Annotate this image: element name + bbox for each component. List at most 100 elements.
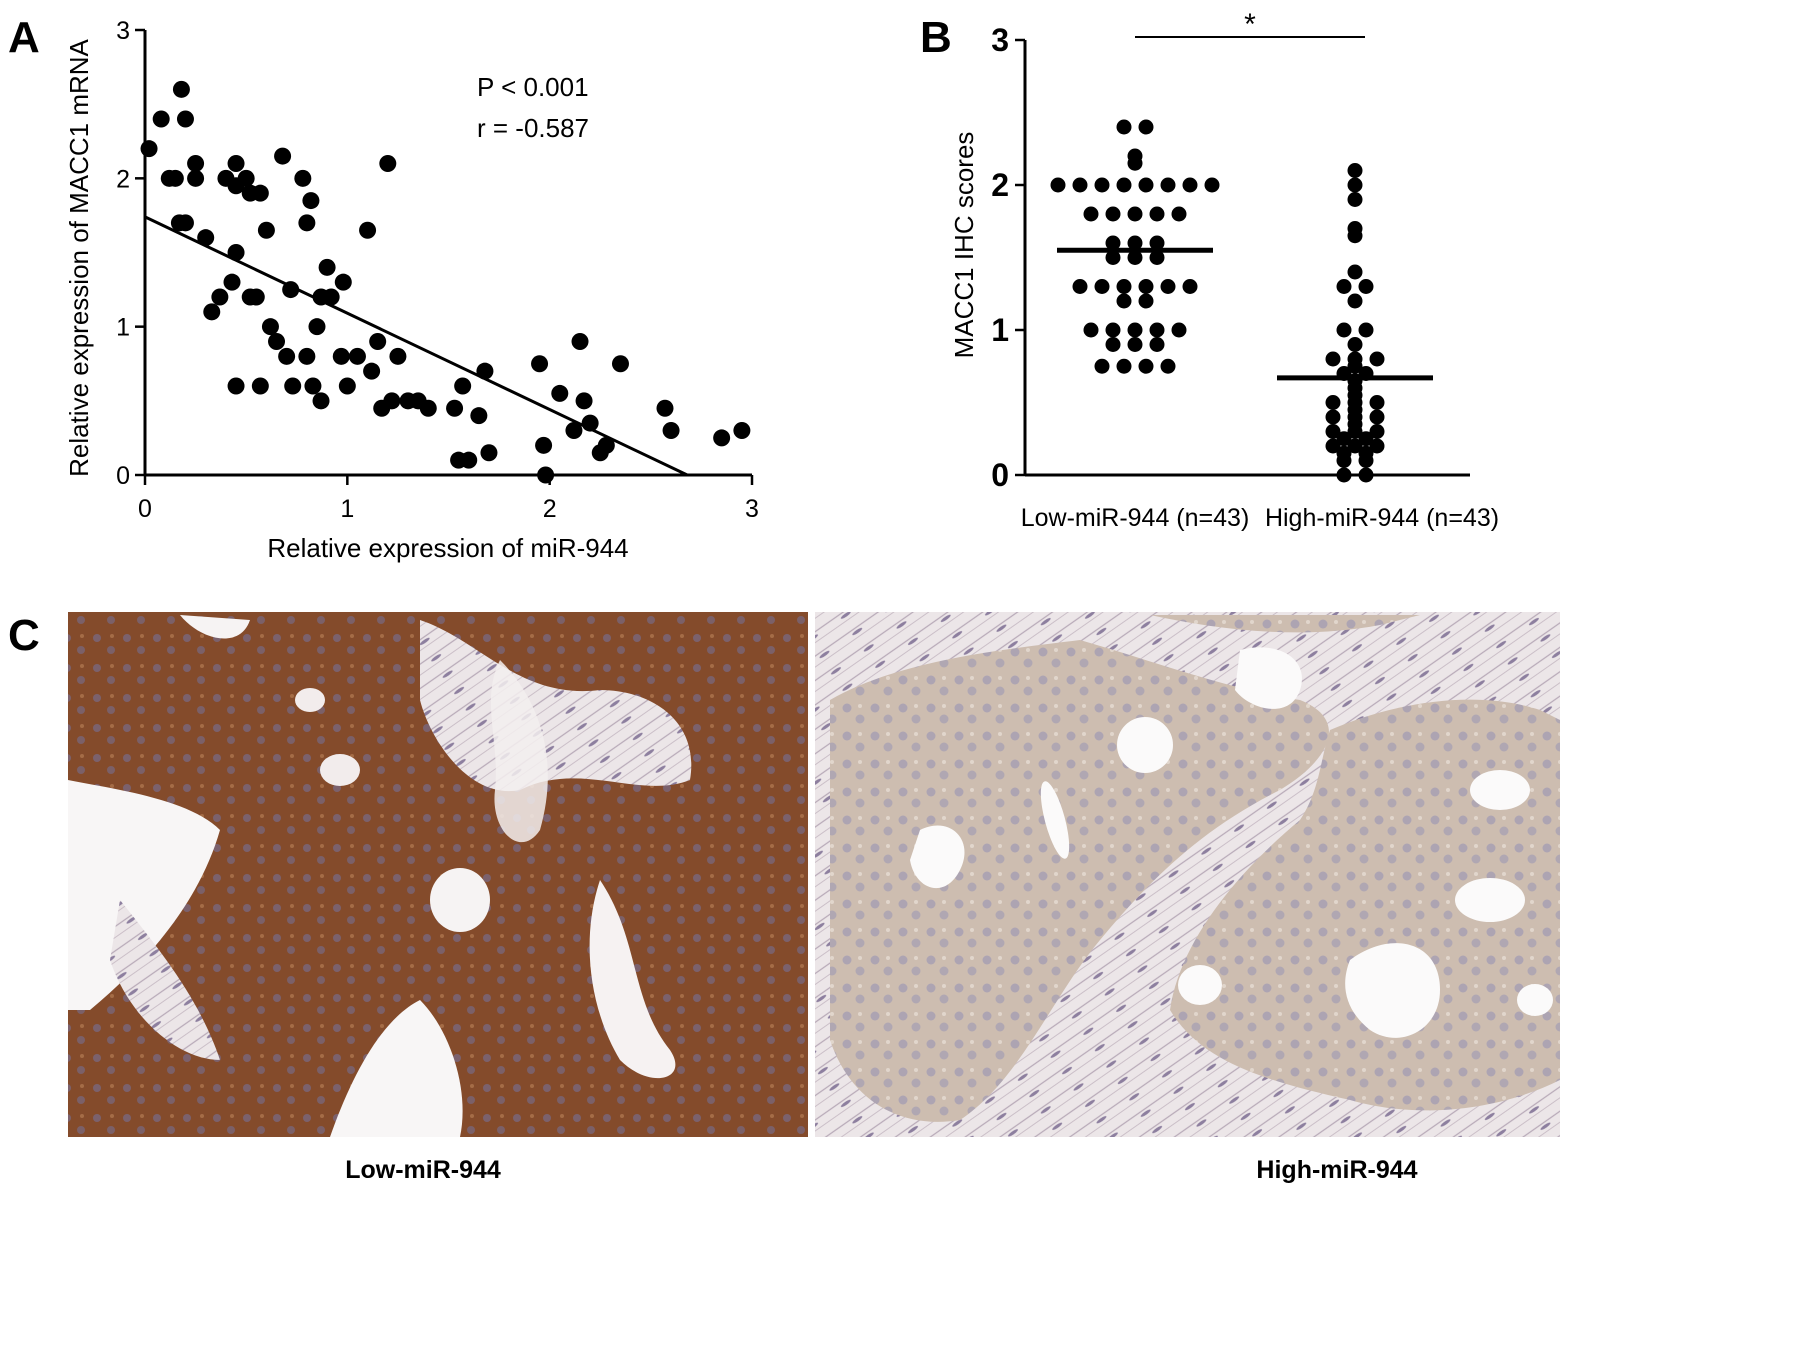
panel-a-data-point — [322, 288, 340, 306]
panel-b-data-point — [1138, 293, 1154, 309]
panel-a-data-point — [369, 333, 387, 350]
panel-a-r-value: r = -0.587 — [477, 113, 589, 143]
panel-b-data-point — [1149, 235, 1165, 251]
panel-a-data-point — [537, 466, 555, 484]
panel-b-data-point — [1160, 279, 1176, 294]
panel-a-data-point — [284, 377, 302, 395]
panel-b-data-point — [1083, 322, 1099, 338]
panel-a-data-point — [312, 392, 330, 410]
panel-b-data-point — [1127, 235, 1143, 251]
panel-a-x-tick-label: 1 — [340, 495, 354, 523]
panel-b-data-point — [1336, 322, 1352, 338]
panel-b-data-point — [1358, 431, 1374, 447]
panel-b-data-point — [1347, 177, 1363, 193]
panel-a-data-point — [302, 192, 320, 210]
panel-b-data-point — [1347, 264, 1363, 280]
high-lumen-9 — [1040, 781, 1070, 859]
high-lumen-2 — [1117, 717, 1173, 773]
panel-a-data-point — [446, 399, 464, 417]
panel-a-y-tick-label: 2 — [116, 165, 130, 193]
panel-a-data-point — [187, 155, 205, 172]
panel-a-data-point — [298, 214, 316, 232]
panel-b-dotplot: B 0 1 2 3 MACC1 IHC scores Low-miR-944 (n=4… — [920, 8, 1499, 532]
panel-b-data-point — [1127, 206, 1143, 222]
panel-b-data-point — [1127, 322, 1143, 338]
panel-a-data-point — [268, 333, 286, 350]
panel-b-letter: B — [920, 13, 952, 62]
high-lumen-6 — [1178, 965, 1222, 1005]
histology-image-high — [815, 612, 1560, 1137]
panel-a-data-point — [304, 377, 322, 395]
panel-b-significance-star: * — [1244, 8, 1256, 41]
panel-b-data-point — [1149, 337, 1165, 352]
high-lumen-7 — [1455, 878, 1525, 922]
panel-b-data-point — [1116, 293, 1132, 309]
panel-b-mean-lines — [1057, 247, 1433, 381]
low-lumen-left — [68, 780, 220, 1010]
panel-b-data-point — [1171, 322, 1187, 338]
histology-image-low — [68, 612, 808, 1137]
high-tumor-nest-top — [1150, 615, 1420, 633]
panel-c-histology: C — [8, 611, 1560, 1184]
panel-a-data-point — [581, 414, 599, 432]
panel-a-data-point — [176, 110, 194, 128]
panel-a-data-point — [383, 392, 401, 410]
low-gland-lumen-2 — [320, 754, 360, 786]
panel-a-data-point — [597, 436, 615, 454]
panel-a-data-point — [363, 362, 381, 380]
panel-a-p-value: P < 0.001 — [477, 72, 589, 102]
panel-b-data-point — [1094, 358, 1110, 374]
panel-a-y-tick-label: 1 — [116, 314, 130, 342]
panel-b-data-point — [1094, 279, 1110, 294]
panel-b-category-low: Low-miR-944 (n=43) — [1021, 504, 1250, 532]
panel-a-data-point — [227, 377, 245, 395]
panel-a-data-point — [294, 169, 312, 187]
panel-b-data-point — [1083, 206, 1099, 222]
panel-b-data-point — [1347, 424, 1363, 439]
panel-a-data-point — [251, 184, 269, 202]
panel-b-data-point — [1369, 351, 1385, 367]
panel-a-x-tick-label: 3 — [745, 495, 759, 523]
panel-b-data-point — [1160, 177, 1176, 193]
caption-low-mir-944: Low-miR-944 — [345, 1156, 501, 1184]
low-lumen-right — [589, 880, 676, 1079]
panel-b-data-point — [1094, 177, 1110, 193]
panel-b-data-point — [1347, 337, 1363, 352]
panel-a-data-point — [172, 80, 190, 98]
panel-b-data-point — [1149, 322, 1165, 338]
panel-b-y-label: MACC1 IHC scores — [949, 132, 979, 359]
panel-b-data-point — [1171, 206, 1187, 222]
panel-b-y-tick-label: 3 — [991, 22, 1009, 58]
panel-b-y-tick-label: 2 — [991, 167, 1009, 203]
panel-a-scatter: A 0 1 2 3 0 1 2 3 Relative expression of miR-9… — [8, 13, 759, 563]
panel-a-data-point — [261, 318, 279, 336]
panel-b-data-point — [1336, 279, 1352, 294]
low-gland-lumen-3 — [295, 688, 325, 712]
panel-b-data-point — [1347, 228, 1363, 244]
panel-a-data-point — [348, 347, 366, 365]
panel-b-data-point — [1358, 279, 1374, 294]
panel-a-data-point — [551, 384, 569, 402]
panel-a-data-point — [571, 333, 589, 350]
panel-a-data-point — [476, 362, 494, 380]
low-lumen-top — [180, 615, 250, 639]
panel-b-data-point — [1116, 119, 1132, 135]
panel-b-data-point — [1369, 424, 1385, 439]
panel-a-data-point — [227, 155, 245, 172]
panel-b-data-point — [1149, 250, 1165, 265]
panel-b-data-point — [1160, 358, 1176, 374]
panel-b-data-point — [1336, 431, 1352, 447]
panel-a-data-point — [389, 347, 407, 365]
panel-a-points — [140, 80, 751, 484]
panel-a-data-point — [237, 169, 255, 187]
panel-a-data-point — [460, 451, 478, 469]
panel-b-data-point — [1138, 177, 1154, 193]
panel-a-data-point — [197, 229, 215, 247]
panel-b-data-point — [1347, 293, 1363, 309]
panel-b-data-point — [1347, 192, 1363, 207]
panel-a-letter: A — [8, 13, 40, 62]
panel-b-data-point — [1149, 206, 1165, 222]
low-stroma-lower-left — [110, 900, 220, 1060]
panel-b-data-point — [1347, 438, 1363, 454]
